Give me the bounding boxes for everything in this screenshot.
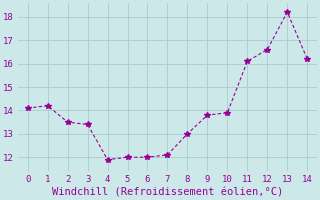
X-axis label: Windchill (Refroidissement éolien,°C): Windchill (Refroidissement éolien,°C)	[52, 187, 283, 197]
